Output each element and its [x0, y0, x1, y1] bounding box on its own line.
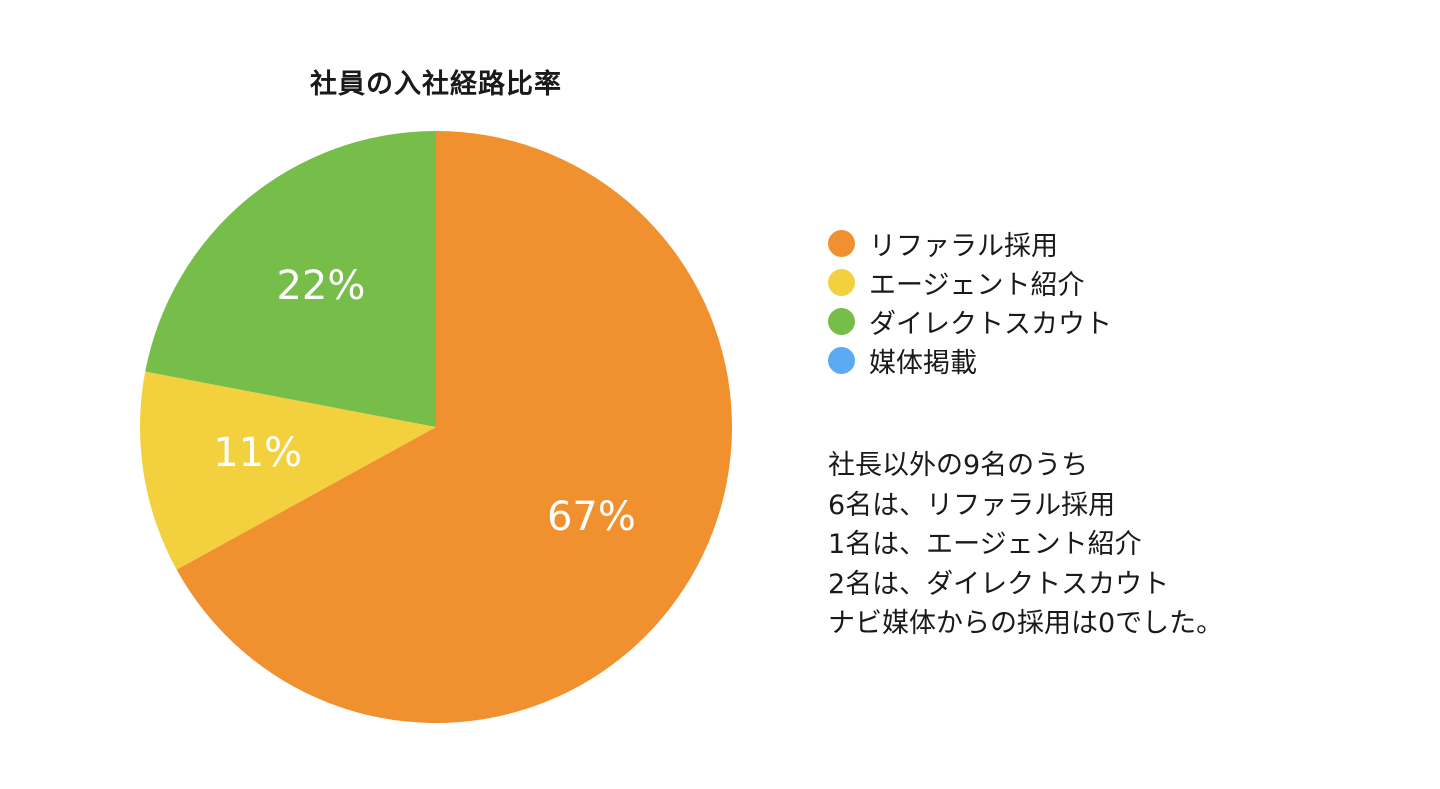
legend-marker-direct-scout — [828, 308, 855, 335]
pie-label-referral: 67% — [547, 494, 636, 540]
legend: リファラル採用 エージェント紹介 ダイレクトスカウト 媒体掲載 — [828, 224, 1112, 380]
pie-slices — [140, 131, 732, 723]
chart-title: 社員の入社経路比率 — [310, 69, 562, 100]
legend-item-referral: リファラル採用 — [828, 224, 1112, 263]
pie-slice-direct-scout — [145, 131, 436, 427]
pie-label-agent: 11% — [213, 430, 302, 476]
pie-slice-agent — [140, 371, 436, 570]
note-line: 6名は、リファラル採用 — [828, 489, 1116, 521]
note-line: 社長以外の9名のうち — [828, 450, 1089, 481]
legend-marker-referral — [828, 230, 855, 257]
legend-label-direct-scout: ダイレクトスカウト — [869, 309, 1112, 340]
legend-item-direct-scout: ダイレクトスカウト — [828, 302, 1112, 341]
legend-marker-media — [828, 347, 855, 374]
legend-item-media: 媒体掲載 — [828, 341, 1112, 380]
note-line: ナビ媒体からの採用は0でした。 — [828, 608, 1224, 639]
legend-item-agent: エージェント紹介 — [828, 263, 1112, 302]
legend-marker-agent — [828, 269, 855, 296]
legend-label-media: 媒体掲載 — [869, 348, 977, 379]
note-line: 2名は、ダイレクトスカウト — [828, 568, 1170, 600]
note-line: 1名は、エージェント紹介 — [828, 529, 1142, 560]
legend-label-agent: エージェント紹介 — [869, 270, 1085, 301]
summary-note: 社長以外の9名のうち 6名は、リファラル採用 1名は、エージェント紹介 2名は、… — [828, 446, 1223, 644]
pie-labels: 67% 11% 22% — [213, 263, 636, 540]
pie-slice-referral — [176, 131, 732, 723]
legend-label-referral: リファラル採用 — [869, 231, 1058, 262]
pie-label-direct-scout: 22% — [276, 263, 365, 309]
